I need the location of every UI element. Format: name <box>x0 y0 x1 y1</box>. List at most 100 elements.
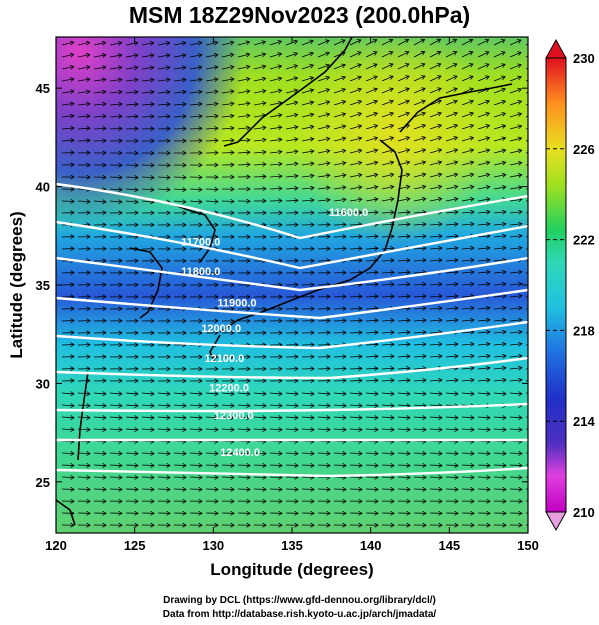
wind-arrow-head <box>150 65 155 71</box>
wind-arrow-head <box>438 305 443 311</box>
wind-arrow-head <box>278 427 283 432</box>
wind-arrow <box>397 319 410 322</box>
wind-arrow-head <box>534 451 538 455</box>
wind-arrow <box>429 416 442 419</box>
wind-arrow-head <box>390 522 395 528</box>
wind-arrow-head <box>134 126 139 132</box>
wind-arrow <box>141 404 154 407</box>
wind-arrow <box>381 295 395 298</box>
wind-arrow-head <box>245 64 251 70</box>
wind-arrow <box>381 173 394 178</box>
wind-arrow-head <box>469 99 474 105</box>
wind-arrow-head <box>404 63 410 68</box>
wind-arrow <box>285 404 298 407</box>
wind-arrow-head <box>134 510 139 516</box>
wind-arrow <box>221 115 234 118</box>
wind-arrow-head <box>246 318 251 324</box>
wind-arrow <box>509 211 522 214</box>
wind-arrow <box>285 101 298 106</box>
wind-arrow <box>413 185 426 190</box>
wind-arrow-head <box>166 522 171 528</box>
wind-arrow-head <box>278 186 283 191</box>
contour-label: 12400.0 <box>220 447 260 459</box>
wind-arrow-head <box>356 39 362 44</box>
wind-arrow-head <box>517 75 522 81</box>
wind-arrow <box>237 428 251 431</box>
wind-arrow <box>445 223 458 226</box>
wind-arrow <box>157 103 170 106</box>
wind-arrow-head <box>420 63 426 68</box>
wind-arrow-head <box>310 463 315 468</box>
wind-arrow-head <box>358 306 363 311</box>
wind-arrow <box>253 77 266 82</box>
wind-arrow-head <box>454 451 459 456</box>
wind-arrow <box>365 186 378 190</box>
wind-arrow-head <box>134 114 139 119</box>
wind-arrow-head <box>469 160 475 166</box>
wind-arrow <box>93 91 106 94</box>
wind-arrow-head <box>310 451 315 456</box>
wind-arrow-head <box>166 378 171 384</box>
wind-arrow-head <box>150 498 155 504</box>
wind-arrow <box>493 174 506 178</box>
wind-arrow-head <box>134 175 139 180</box>
wind-arrow-head <box>501 172 507 178</box>
wind-arrow-head <box>374 522 379 528</box>
wind-arrow-head <box>230 318 235 324</box>
wind-arrow <box>397 464 411 466</box>
wind-arrow <box>301 464 315 466</box>
wind-arrow-head <box>406 365 411 371</box>
wind-arrow-head <box>470 281 475 287</box>
wind-arrow <box>269 392 282 395</box>
wind-arrow-head <box>470 391 475 397</box>
wind-arrow-head <box>326 222 331 228</box>
wind-arrow-head <box>501 136 507 141</box>
contour-label: 11900.0 <box>217 298 256 310</box>
wind-arrow-head <box>438 221 443 227</box>
wind-arrow-head <box>390 234 395 239</box>
wind-arrow-head <box>470 257 475 263</box>
wind-arrow-head <box>325 124 331 130</box>
wind-arrow <box>429 185 442 190</box>
wind-arrow <box>205 41 218 46</box>
wind-arrow <box>349 392 362 395</box>
wind-arrow-head <box>118 366 123 372</box>
wind-arrow-head <box>406 427 411 432</box>
wind-arrow-head <box>278 451 283 456</box>
wind-arrow <box>381 39 393 46</box>
wind-arrow-head <box>518 474 523 480</box>
wind-arrow <box>301 416 314 419</box>
wind-arrow <box>429 112 442 118</box>
wind-arrow-head <box>278 403 283 409</box>
wind-arrow-head <box>421 111 426 117</box>
wind-arrow-head <box>214 510 219 516</box>
wind-arrow-head <box>181 40 187 46</box>
wind-arrow-head <box>469 136 475 141</box>
wind-arrow-head <box>230 354 235 360</box>
wind-arrow <box>189 127 203 130</box>
wind-arrow-head <box>277 88 283 94</box>
wind-arrow-head <box>500 39 506 44</box>
wind-arrow-head <box>70 378 75 384</box>
wind-arrow-head <box>486 233 491 239</box>
wind-arrow <box>157 464 171 466</box>
wind-arrow <box>237 404 250 407</box>
wind-arrow <box>237 164 251 166</box>
wind-arrow-head <box>278 330 283 336</box>
wind-arrow <box>445 283 458 286</box>
wind-arrow-head <box>246 113 251 119</box>
wind-arrow-head <box>502 221 507 227</box>
wind-arrow-head <box>389 99 394 105</box>
wind-arrow-head <box>150 210 155 216</box>
wind-arrow <box>205 54 218 58</box>
wind-arrow-head <box>325 88 331 93</box>
wind-arrow-head <box>326 294 331 300</box>
wind-arrow-head <box>486 365 491 371</box>
wind-arrow-head <box>182 222 187 228</box>
wind-arrow <box>205 200 219 203</box>
wind-arrow <box>461 247 474 250</box>
wind-arrow <box>253 452 267 455</box>
wind-arrow <box>317 52 330 58</box>
wind-arrow-head <box>277 52 283 57</box>
wind-arrow-head <box>501 75 506 81</box>
